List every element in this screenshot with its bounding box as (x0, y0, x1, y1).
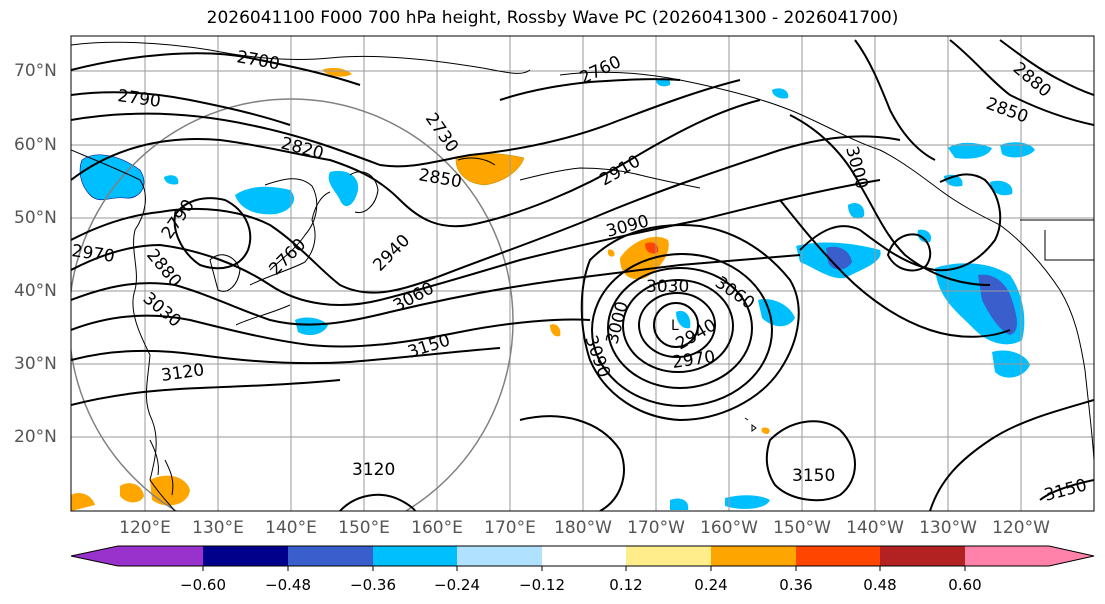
lon-label: 160°E (411, 518, 463, 538)
lon-label: 120°E (119, 518, 171, 538)
lon-label: 130°E (192, 518, 244, 538)
colorbar-tick-label: 0.48 (863, 576, 897, 594)
lat-label-40n: 40°N (14, 281, 57, 301)
lon-label: 160°W (700, 518, 758, 538)
lat-label-30n: 30°N (14, 354, 57, 374)
colorbar-tick-label: 0.12 (609, 576, 643, 594)
lon-label: 140°E (265, 518, 317, 538)
colorbar-swatch (203, 546, 288, 566)
colorbar-swatch (880, 546, 965, 566)
reference-circle (71, 98, 514, 511)
colorbar-tick-label: −0.36 (350, 576, 396, 594)
colorbar-tick-label: 0.24 (694, 576, 728, 594)
colorbar-swatch (626, 546, 711, 566)
colorbar-swatch (965, 546, 1049, 566)
contour-label: 3150 (792, 466, 835, 486)
lat-lon-grid (71, 36, 1094, 511)
colorbar-tick-label: −0.24 (434, 576, 480, 594)
colorbar-tick-label: −0.60 (180, 576, 226, 594)
lon-label: 150°W (773, 518, 831, 538)
colorbar-swatch (796, 546, 880, 566)
lat-label-60n: 60°N (14, 135, 57, 155)
contour-label: 3030 (646, 277, 689, 297)
lat-label-20n: 20°N (14, 427, 57, 447)
lon-label: 180°W (554, 518, 612, 538)
lon-label: 120°W (992, 518, 1050, 538)
colorbar-swatch (288, 546, 373, 566)
lat-label-50n: 50°N (14, 208, 57, 228)
map-frame (70, 35, 1095, 512)
colorbar-tick-label: 0.60 (948, 576, 982, 594)
colorbar-extend-low (71, 546, 118, 566)
contour-label: 3120 (352, 460, 395, 480)
coastlines (71, 41, 1094, 511)
colorbar-tick-label: −0.48 (265, 576, 311, 594)
lon-label: 170°E (484, 518, 536, 538)
figure-title: 2026041100 F000 700 hPa height, Rossby W… (206, 8, 899, 28)
colorbar-extend-high (1049, 546, 1094, 566)
lat-label-70n: 70°N (14, 61, 57, 81)
colorbar (70, 545, 1095, 571)
colorbar-swatch (373, 546, 457, 566)
colorbar-swatch (118, 546, 203, 566)
colorbar-swatch (457, 546, 542, 566)
lon-label: 140°W (846, 518, 904, 538)
lon-label: 150°E (338, 518, 390, 538)
anomaly-shading (71, 67, 1035, 511)
height-contours (71, 39, 1094, 511)
lon-label: 170°W (627, 518, 685, 538)
colorbar-swatch (542, 546, 626, 566)
low-center-marker: L (671, 318, 679, 334)
colorbar-swatch (711, 546, 796, 566)
lon-label: 130°W (919, 518, 977, 538)
colorbar-tick-label: −0.12 (519, 576, 565, 594)
colorbar-tick-label: 0.36 (779, 576, 813, 594)
